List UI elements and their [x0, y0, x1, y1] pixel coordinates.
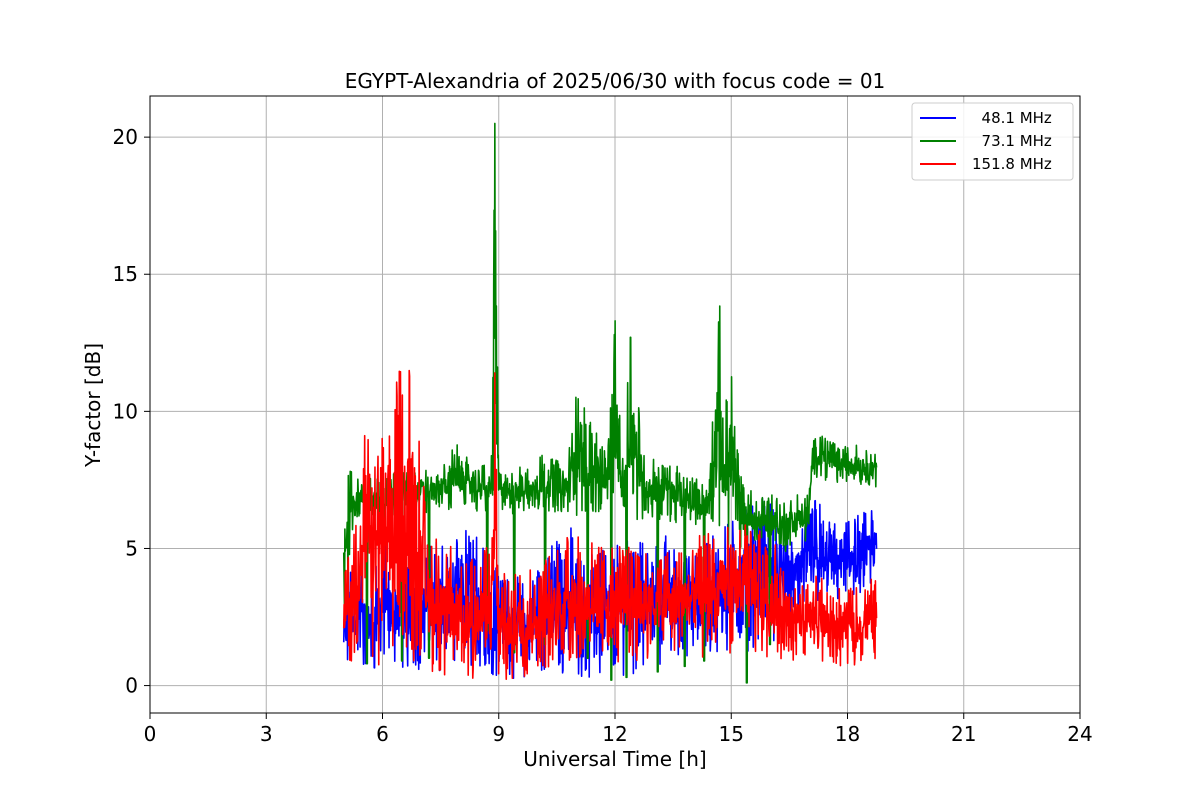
x-tick-label: 6: [376, 722, 389, 746]
x-tick-label: 0: [144, 722, 157, 746]
y-tick-label: 10: [113, 399, 138, 423]
series-layer: [342, 122, 878, 684]
x-tick-label: 12: [602, 722, 627, 746]
legend-label-2: 151.8 MHz: [972, 155, 1052, 173]
legend-box: [911, 102, 1074, 181]
y-tick-label: 20: [113, 125, 138, 149]
x-tick-label: 3: [260, 722, 273, 746]
chart-title: EGYPT-Alexandria of 2025/06/30 with focu…: [345, 69, 886, 93]
legend-label-0: 48.1 MHz: [972, 109, 1052, 127]
y-tick-label: 5: [125, 536, 138, 560]
y-axis-label: Y-factor [dB]: [81, 343, 105, 468]
series-line-1: [342, 122, 878, 684]
x-tick-label: 24: [1067, 722, 1092, 746]
x-tick-label: 15: [719, 722, 744, 746]
x-tick-label: 21: [951, 722, 976, 746]
y-tick-label: 0: [125, 674, 138, 698]
legend-label-1: 73.1 MHz: [972, 132, 1052, 150]
series-line-2: [342, 369, 878, 680]
y-tick-label: 15: [113, 262, 138, 286]
x-tick-label: 9: [492, 722, 505, 746]
ticks: 0 3 6 9 12 15 18 21 24 0 5 10 15 20: [113, 125, 1093, 746]
legend: 48.1 MHz 73.1 MHz 151.8 MHz: [911, 102, 1074, 181]
x-axis-label: Universal Time [h]: [523, 747, 706, 771]
x-tick-label: 18: [835, 722, 860, 746]
